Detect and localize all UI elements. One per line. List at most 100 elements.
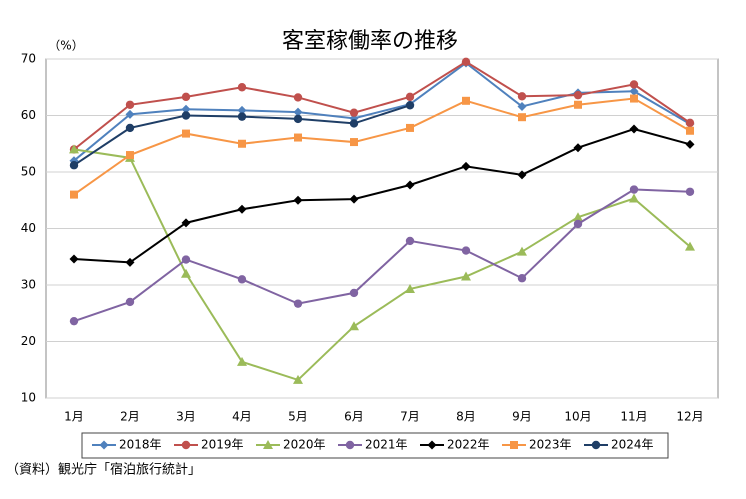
- marker: [69, 316, 79, 326]
- marker: [573, 219, 583, 229]
- marker: [238, 139, 246, 148]
- marker: [125, 100, 135, 109]
- marker: [405, 92, 415, 102]
- legend-label: 2021年: [365, 438, 408, 452]
- marker: [517, 274, 527, 283]
- x-tick-label: 8月: [456, 410, 476, 424]
- marker: [181, 268, 191, 278]
- marker: [629, 86, 639, 96]
- marker: [293, 93, 303, 102]
- marker: [237, 204, 247, 214]
- series-line: [73, 148, 691, 382]
- marker: [685, 139, 695, 149]
- source-note: （資料）観光庁「宿泊旅行統計」: [6, 462, 201, 478]
- marker: [181, 104, 191, 114]
- marker: [573, 143, 583, 153]
- marker: [349, 288, 359, 298]
- marker: [125, 257, 135, 267]
- marker: [70, 190, 78, 199]
- marker: [125, 123, 135, 133]
- marker: [574, 100, 582, 109]
- y-tick-label: 60: [21, 108, 36, 122]
- marker: [99, 440, 109, 450]
- marker: [686, 126, 694, 135]
- marker: [125, 109, 135, 119]
- marker: [406, 123, 414, 132]
- marker: [293, 374, 303, 384]
- y-tick-label: 10: [21, 391, 36, 405]
- marker: [125, 297, 135, 307]
- marker: [461, 57, 471, 67]
- series-line: [73, 60, 691, 151]
- marker: [461, 271, 471, 281]
- marker: [405, 180, 415, 190]
- legend-label: 2024年: [611, 438, 654, 452]
- marker: [126, 151, 134, 160]
- y-tick-label: 30: [21, 278, 36, 292]
- marker: [405, 236, 415, 246]
- marker: [518, 113, 526, 122]
- marker: [685, 118, 695, 128]
- marker: [181, 111, 191, 120]
- legend-label: 2022年: [447, 438, 490, 452]
- marker: [685, 241, 695, 251]
- x-tick-label: 2月: [120, 410, 140, 424]
- marker: [517, 246, 527, 256]
- marker: [591, 440, 601, 450]
- marker: [181, 92, 191, 102]
- marker: [181, 218, 191, 228]
- marker: [294, 133, 302, 142]
- series-line: [73, 128, 691, 264]
- x-tick-label: 10月: [564, 410, 591, 424]
- x-tick-label: 3月: [176, 410, 196, 424]
- marker: [293, 107, 303, 117]
- x-tick-label: 7月: [400, 410, 420, 424]
- marker: [461, 246, 471, 255]
- marker: [349, 119, 359, 128]
- legend-label: 2019年: [201, 438, 244, 452]
- marker: [69, 161, 79, 170]
- marker: [293, 114, 303, 124]
- y-tick-label: 40: [21, 221, 36, 235]
- series-line: [73, 97, 691, 196]
- x-tick-label: 4月: [232, 410, 252, 424]
- marker: [237, 112, 247, 121]
- marker: [349, 321, 359, 331]
- y-axis-label: （%）: [48, 39, 83, 53]
- marker: [629, 80, 639, 89]
- x-tick-label: 12月: [676, 410, 703, 424]
- marker: [345, 440, 355, 450]
- marker: [510, 441, 518, 449]
- marker: [517, 170, 527, 180]
- marker: [629, 124, 639, 134]
- marker: [69, 254, 79, 264]
- marker: [237, 275, 247, 284]
- y-tick-label: 70: [21, 52, 36, 66]
- marker: [630, 94, 638, 103]
- marker: [405, 283, 415, 293]
- marker: [182, 129, 190, 138]
- legend-label: 2023年: [529, 438, 572, 452]
- x-tick-label: 11月: [620, 410, 647, 424]
- marker: [237, 356, 247, 366]
- marker: [69, 144, 79, 154]
- y-tick-label: 20: [21, 334, 36, 348]
- marker: [237, 105, 247, 115]
- x-tick-label: 6月: [344, 410, 364, 424]
- series-line: [73, 188, 691, 323]
- marker: [685, 187, 695, 196]
- legend-label: 2020年: [283, 438, 326, 452]
- marker: [349, 194, 359, 204]
- legend-label: 2018年: [119, 438, 162, 452]
- marker: [349, 108, 359, 117]
- marker: [405, 101, 415, 110]
- y-tick-label: 50: [21, 165, 36, 179]
- marker: [629, 193, 639, 203]
- marker: [263, 440, 273, 449]
- marker: [462, 96, 470, 105]
- marker: [181, 255, 191, 264]
- marker: [181, 440, 191, 450]
- marker: [350, 138, 358, 147]
- marker: [573, 90, 583, 100]
